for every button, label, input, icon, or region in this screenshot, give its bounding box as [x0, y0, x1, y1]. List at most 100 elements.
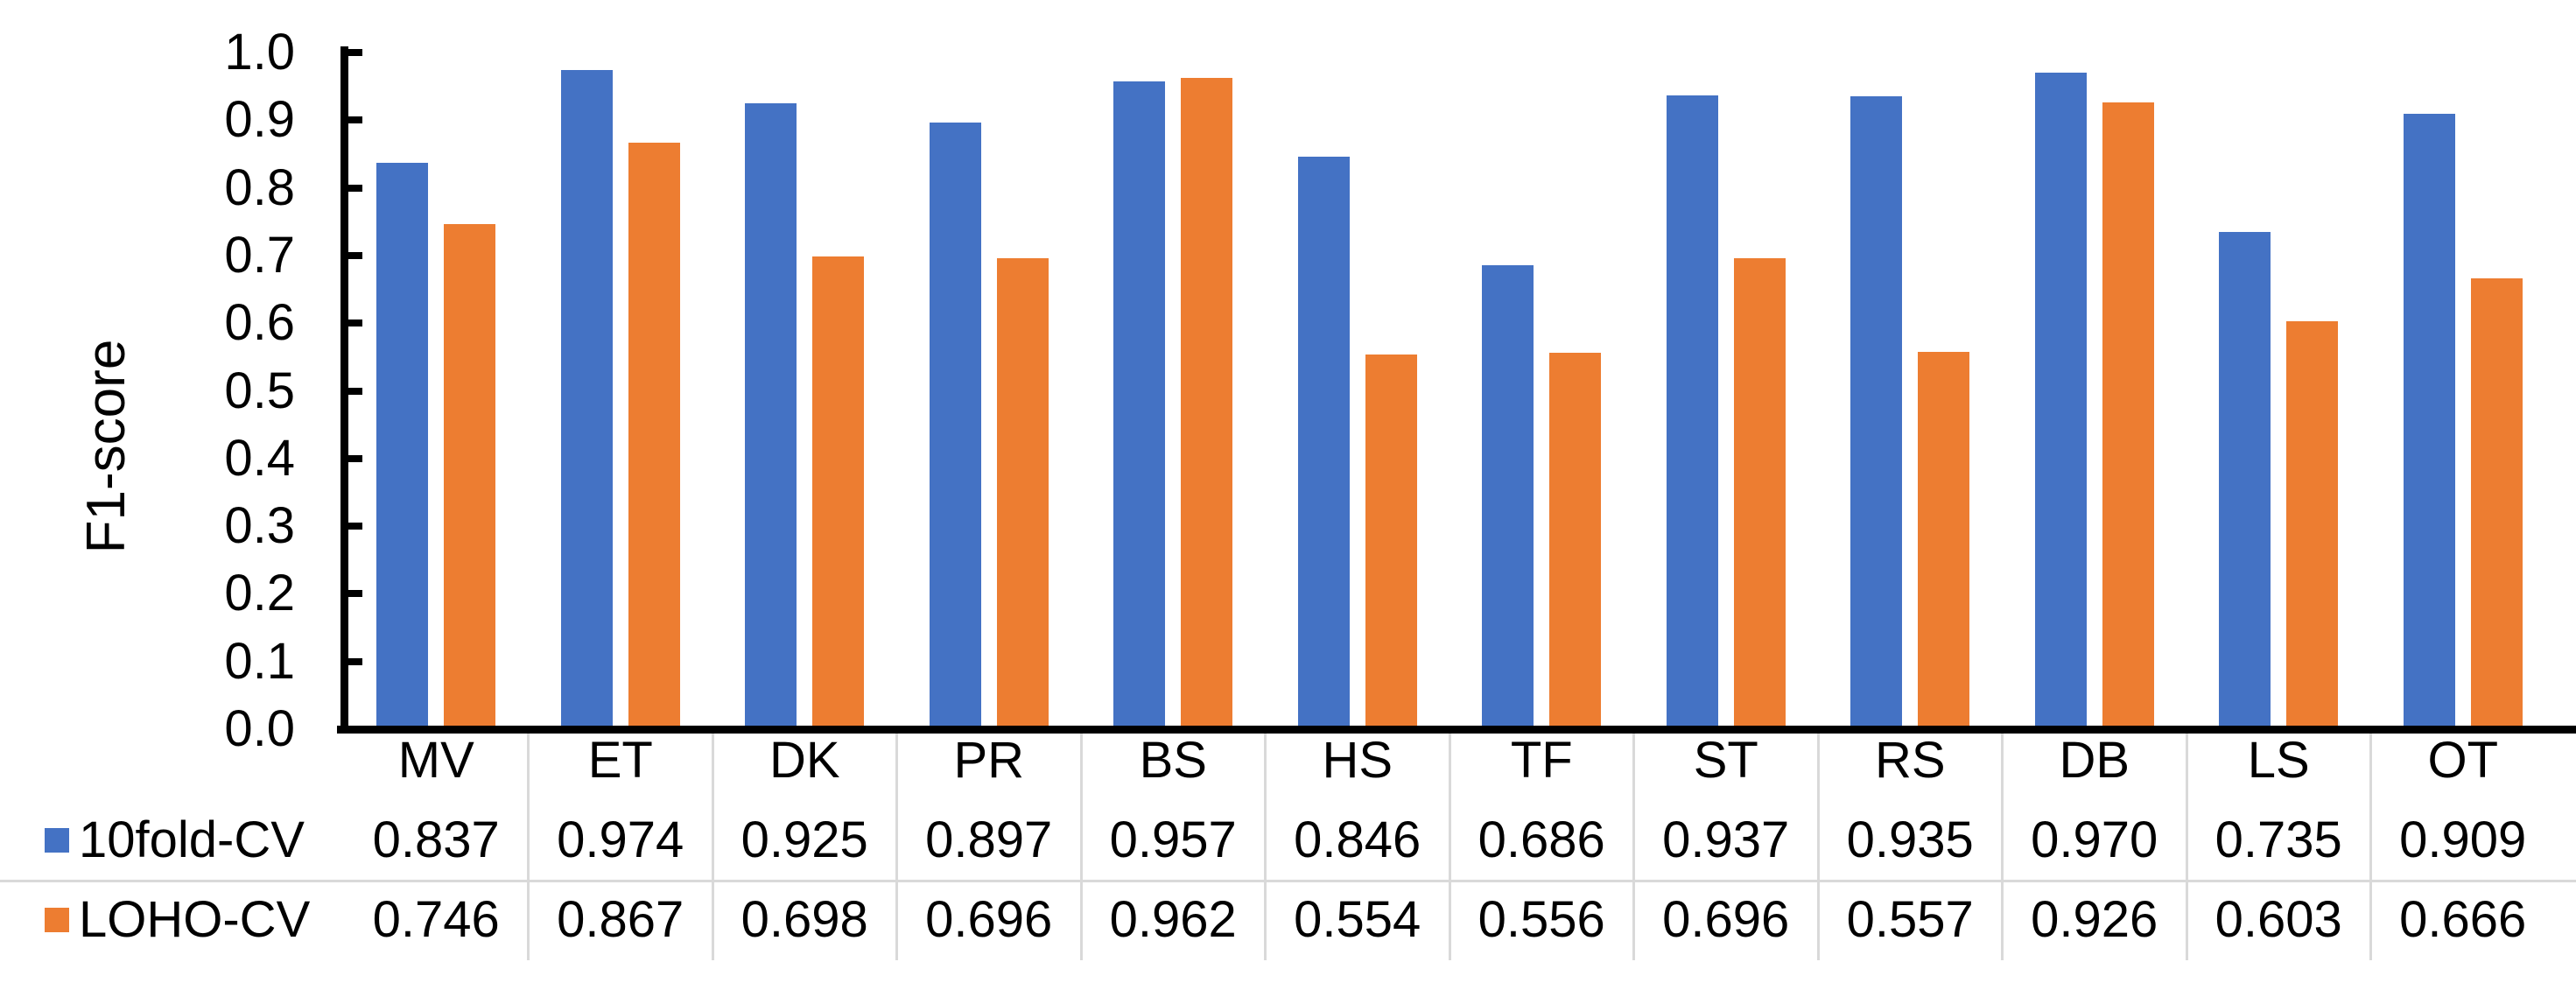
value-LOHO-CV-PR: 0.696 [925, 891, 1053, 948]
value-LOHO-CV-HS: 0.554 [1294, 891, 1421, 948]
bar-LOHO-CV-RS [1918, 352, 1970, 727]
column-separator [1816, 734, 1820, 960]
y-tick-label-0.2: 0.2 [224, 565, 295, 622]
bar-10fold-CV-DK [745, 102, 797, 727]
value-10fold-CV-DB: 0.970 [2031, 811, 2158, 868]
y-axis-line [340, 46, 348, 734]
y-tick-0.4 [347, 454, 362, 462]
y-tick-0.6 [347, 319, 362, 327]
bar-LOHO-CV-BS [1181, 78, 1233, 727]
bar-10fold-CV-TF [1482, 264, 1534, 727]
value-10fold-CV-PR: 0.897 [925, 811, 1053, 868]
value-LOHO-CV-OT: 0.666 [2399, 891, 2527, 948]
legend-swatch-10fold-CV [45, 828, 69, 853]
y-tick-label-0.3: 0.3 [224, 497, 295, 555]
value-10fold-CV-ST: 0.937 [1662, 811, 1790, 868]
value-10fold-CV-MV: 0.837 [372, 811, 500, 868]
value-10fold-CV-OT: 0.909 [2399, 811, 2527, 868]
value-LOHO-CV-TF: 0.556 [1478, 891, 1605, 948]
column-separator [527, 734, 530, 960]
value-LOHO-CV-RS: 0.557 [1846, 891, 1974, 948]
column-separator [1632, 734, 1635, 960]
column-separator [1079, 734, 1083, 960]
bar-10fold-CV-ET [560, 70, 613, 727]
bar-LOHO-CV-MV [444, 224, 496, 727]
bar-LOHO-CV-OT [2470, 278, 2523, 727]
y-tick-label-0.5: 0.5 [224, 362, 295, 419]
table-row-separator [0, 880, 2576, 882]
value-10fold-CV-BS: 0.957 [1109, 811, 1237, 868]
y-tick-0.5 [347, 387, 362, 395]
bar-10fold-CV-RS [1850, 96, 1903, 727]
bar-10fold-CV-HS [1297, 157, 1350, 727]
y-tick-label-0.6: 0.6 [224, 294, 295, 352]
bar-LOHO-CV-LS [2286, 320, 2339, 727]
value-LOHO-CV-DK: 0.698 [741, 891, 868, 948]
category-label-OT: OT [2427, 732, 2499, 789]
bar-LOHO-CV-ST [1733, 257, 1786, 727]
category-label-DB: DB [2059, 732, 2130, 789]
column-separator [895, 734, 898, 960]
bar-10fold-CV-MV [376, 162, 429, 727]
bar-LOHO-CV-TF [1549, 353, 1602, 727]
column-separator [1264, 734, 1267, 960]
column-separator [2369, 734, 2372, 960]
y-tick-label-0.9: 0.9 [224, 91, 295, 149]
bar-10fold-CV-PR [929, 122, 981, 727]
y-tick-0.8 [347, 184, 362, 192]
category-label-RS: RS [1874, 732, 1946, 789]
bar-10fold-CV-LS [2219, 231, 2271, 727]
bar-LOHO-CV-HS [1365, 354, 1417, 727]
y-tick-label-0.7: 0.7 [224, 226, 295, 284]
y-tick-label-0.0: 0.0 [224, 700, 295, 757]
column-separator [711, 734, 714, 960]
y-tick-0.7 [347, 251, 362, 259]
y-tick-0.9 [347, 116, 362, 124]
y-tick-label-1.0: 1.0 [224, 24, 295, 81]
value-LOHO-CV-LS: 0.603 [2215, 891, 2342, 948]
bar-LOHO-CV-PR [996, 257, 1049, 727]
value-10fold-CV-LS: 0.735 [2215, 811, 2342, 868]
bar-10fold-CV-DB [2034, 73, 2087, 727]
value-10fold-CV-HS: 0.846 [1294, 811, 1421, 868]
y-tick-1.0 [347, 49, 362, 56]
category-label-ST: ST [1693, 732, 1758, 789]
category-label-MV: MV [397, 732, 474, 789]
column-separator [2185, 734, 2188, 960]
y-tick-0.2 [347, 590, 362, 598]
category-label-ET: ET [587, 732, 653, 789]
y-tick-label-0.4: 0.4 [224, 429, 295, 487]
bar-LOHO-CV-DB [2102, 102, 2154, 727]
value-10fold-CV-ET: 0.974 [557, 811, 684, 868]
value-10fold-CV-RS: 0.935 [1846, 811, 1974, 868]
y-tick-0.0 [347, 726, 362, 733]
category-label-DK: DK [769, 732, 840, 789]
value-10fold-CV-TF: 0.686 [1478, 811, 1605, 868]
y-tick-0.3 [347, 523, 362, 530]
category-label-BS: BS [1139, 732, 1207, 789]
y-tick-label-0.8: 0.8 [224, 158, 295, 216]
value-LOHO-CV-MV: 0.746 [372, 891, 500, 948]
bar-LOHO-CV-DK [812, 256, 865, 727]
category-label-TF: TF [1510, 732, 1573, 789]
value-LOHO-CV-ST: 0.696 [1662, 891, 1790, 948]
column-separator [1448, 734, 1451, 960]
y-tick-label-0.1: 0.1 [224, 632, 295, 690]
y-tick-0.1 [347, 657, 362, 665]
x-axis-line [337, 726, 2576, 734]
value-10fold-CV-DK: 0.925 [741, 811, 868, 868]
legend-swatch-LOHO-CV [45, 908, 69, 932]
legend-label-LOHO-CV: LOHO-CV [79, 891, 311, 948]
legend-label-10fold-CV: 10fold-CV [79, 811, 305, 868]
bar-10fold-CV-ST [1666, 95, 1718, 727]
value-LOHO-CV-ET: 0.867 [557, 891, 684, 948]
bar-10fold-CV-OT [2403, 114, 2455, 727]
bar-LOHO-CV-ET [628, 142, 680, 727]
bar-10fold-CV-BS [1113, 81, 1166, 727]
value-LOHO-CV-BS: 0.962 [1109, 891, 1237, 948]
column-separator [2001, 734, 2004, 960]
category-label-HS: HS [1322, 732, 1393, 789]
category-label-PR: PR [953, 732, 1025, 789]
category-label-LS: LS [2247, 732, 2310, 789]
